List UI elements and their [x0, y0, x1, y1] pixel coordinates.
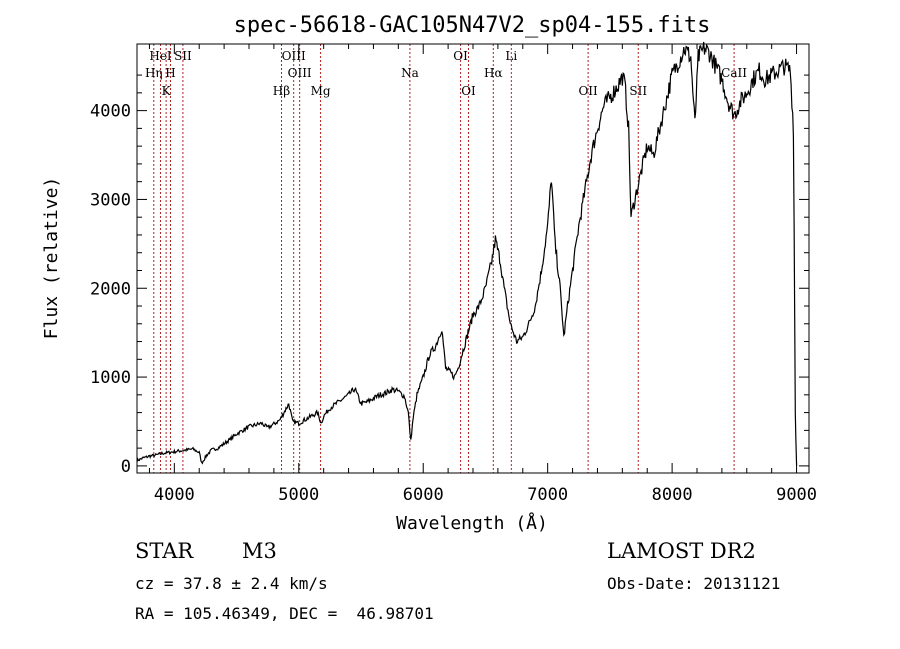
- marker-label: Mg: [311, 84, 331, 98]
- spectrum-line: [136, 41, 798, 466]
- y-tick-label: 4000: [90, 102, 131, 122]
- x-tick-label: 7000: [527, 485, 568, 505]
- observation-date: Obs-Date: 20131121: [607, 574, 781, 593]
- y-tick-label: 1000: [90, 368, 131, 388]
- survey-name: LAMOST DR2: [607, 539, 756, 563]
- x-axis-ticks: 4000 5000 6000 7000 8000 9000: [148, 44, 817, 505]
- y-axis-ticks: 0 1000 2000 3000 4000: [90, 74, 809, 477]
- chart-title: spec-56618-GAC105N47V2_sp04-155.fits: [234, 13, 711, 38]
- marker-label: H: [165, 66, 175, 80]
- marker-label: Hβ: [273, 84, 290, 98]
- marker-label: Na: [401, 66, 419, 80]
- redshift-value: cz = 37.8 ± 2.4 km/s: [135, 574, 328, 593]
- x-axis-label: Wavelength (Å): [396, 512, 548, 534]
- plot-frame: [136, 43, 810, 474]
- object-subclass: M3: [242, 539, 277, 563]
- marker-label: OII: [578, 84, 598, 98]
- y-axis-label: Flux (relative): [41, 177, 62, 340]
- marker-label: K: [162, 84, 172, 98]
- marker-label: OI: [461, 84, 476, 98]
- marker-label: Hα: [484, 66, 503, 80]
- marker-label: Hη: [145, 66, 163, 80]
- spectral-line-markers: [153, 44, 735, 473]
- marker-label: SII: [174, 49, 192, 63]
- y-tick-label: 2000: [90, 279, 131, 299]
- marker-label: HeI: [149, 49, 172, 63]
- marker-label: OI: [453, 49, 468, 63]
- x-tick-label: 6000: [403, 485, 444, 505]
- marker-label: CaII: [721, 66, 747, 80]
- x-tick-label: 5000: [278, 485, 319, 505]
- x-tick-label: 9000: [776, 485, 817, 505]
- marker-label: OIII: [288, 66, 312, 80]
- y-tick-label: 0: [121, 457, 131, 477]
- coordinates: RA = 105.46349, DEC = 46.98701: [135, 604, 434, 623]
- x-tick-label: 8000: [652, 485, 693, 505]
- marker-label: SII: [629, 84, 647, 98]
- y-tick-label: 3000: [90, 190, 131, 210]
- object-class: STAR: [135, 539, 194, 563]
- x-tick-label: 4000: [154, 485, 195, 505]
- marker-label: Li: [505, 49, 517, 63]
- marker-label: OIII: [282, 49, 306, 63]
